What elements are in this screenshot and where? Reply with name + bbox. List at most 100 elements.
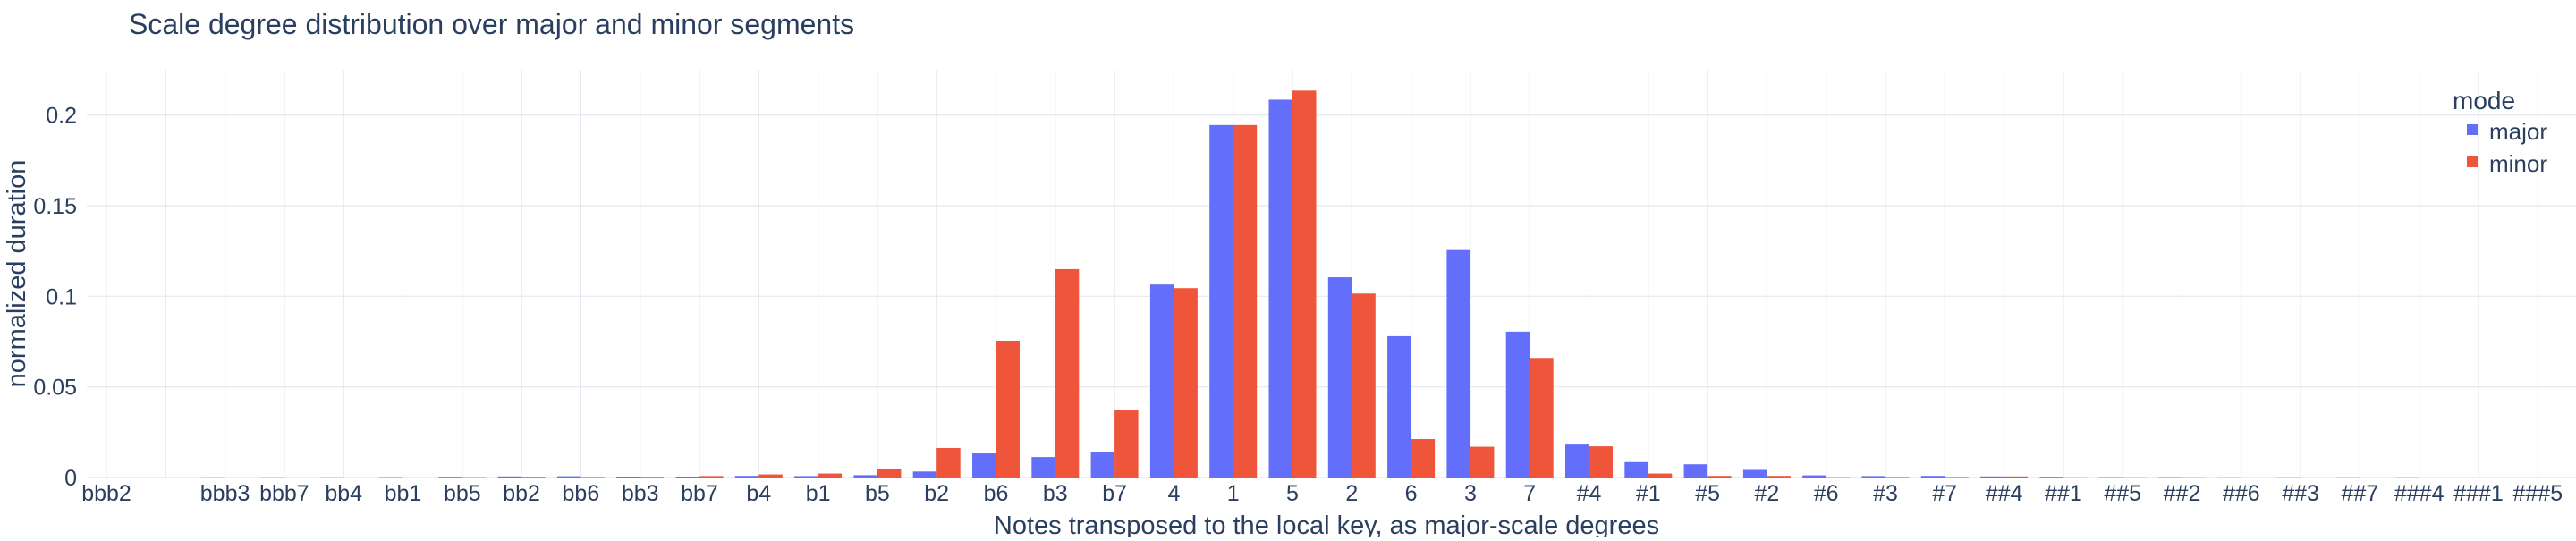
y-tick-label: 0.1 [46,284,77,309]
legend: mode major minor [2453,87,2547,177]
bar-major[interactable] [1268,99,1293,478]
bar-minor[interactable] [1292,90,1317,478]
bar-major[interactable] [616,476,640,478]
bar-minor[interactable] [877,469,902,478]
bar-minor[interactable] [1411,439,1436,478]
x-tick-label: #2 [1754,481,1779,506]
bar-major[interactable] [1387,335,1411,478]
x-tick-label: b1 [806,481,831,506]
bar-major[interactable] [1505,331,1530,478]
x-tick-label: 1 [1227,481,1240,506]
x-tick-label: ##6 [2223,481,2260,506]
bar-minor[interactable] [521,477,546,478]
bar-major[interactable] [1209,124,1233,478]
x-tick-label: bb1 [385,481,422,506]
x-tick-label: ##3 [2282,481,2319,506]
bar-minor[interactable] [996,340,1021,478]
x-tick-label: bb6 [563,481,600,506]
bar-minor[interactable] [1589,446,1614,478]
legend-swatch-major [2467,124,2478,135]
bar-minor[interactable] [1352,293,1376,478]
bar-major[interactable] [1980,476,2004,478]
bar-major[interactable] [794,476,818,478]
x-tick-label: ##7 [2342,481,2379,506]
legend-item-minor[interactable]: minor [2467,150,2547,177]
bar-minor[interactable] [1707,476,1732,478]
legend-label-minor: minor [2489,150,2547,177]
chart-title: Scale degree distribution over major and… [129,8,854,40]
x-tick-label: b5 [865,481,890,506]
bar-major[interactable] [912,471,937,478]
bar-minor[interactable] [1174,288,1198,478]
x-tick-label: 6 [1405,481,1418,506]
x-tick-label: b7 [1102,481,1127,506]
bar-minor[interactable] [699,476,724,478]
legend-label-major: major [2489,118,2547,145]
x-axis-label: Notes transposed to the local key, as ma… [994,511,1659,537]
x-tick-label: 2 [1345,481,1358,506]
bar-major[interactable] [1920,476,1945,478]
bar-major[interactable] [1446,249,1470,478]
bar-major[interactable] [1802,475,1826,478]
x-tick-label: bb4 [325,481,362,506]
bar-major[interactable] [1565,444,1589,478]
x-tick-label: ##1 [2045,481,2082,506]
x-tick-label: bb5 [444,481,481,506]
x-tick-label: #7 [1932,481,1957,506]
x-tick-label: 3 [1464,481,1477,506]
bar-minor[interactable] [1055,268,1080,478]
bar-major[interactable] [1031,457,1055,478]
bar-major[interactable] [1149,284,1174,478]
bar-minor[interactable] [2004,476,2029,478]
bar-minor[interactable] [580,477,605,478]
x-tick-label: ##2 [2164,481,2201,506]
bar-minor[interactable] [1767,476,1791,478]
bar-major[interactable] [556,476,581,478]
bar-minor[interactable] [1470,446,1495,478]
x-tick-label: b6 [984,481,1009,506]
bar-major[interactable] [1327,277,1352,478]
bar-major[interactable] [1090,452,1115,478]
x-tick-label: #3 [1873,481,1898,506]
bar-major[interactable] [972,453,996,478]
bar-layer [201,90,2419,478]
bar-minor[interactable] [936,447,961,478]
bar-major[interactable] [497,476,522,478]
bar-minor[interactable] [1945,477,1969,478]
bar-major[interactable] [2039,477,2063,478]
y-tick-labels: 0 0.05 0.1 0.15 0.2 [33,104,77,491]
bar-major[interactable] [438,477,462,478]
bar-major[interactable] [675,476,700,478]
y-tick-label: 0.05 [33,376,77,401]
legend-title: mode [2453,87,2515,114]
bar-major[interactable] [1861,476,1886,478]
x-tick-label: bbb2 [81,481,131,506]
bar-minor[interactable] [1114,410,1139,478]
bar-minor[interactable] [1885,477,1910,478]
x-tick-label: ###4 [2394,481,2445,506]
bar-major[interactable] [853,475,877,478]
x-tick-label: b3 [1043,481,1068,506]
bar-minor[interactable] [1530,358,1554,478]
bar-major[interactable] [1624,461,1648,478]
bar-minor[interactable] [818,473,843,478]
x-tick-label: 4 [1167,481,1180,506]
x-tick-label: #5 [1695,481,1720,506]
bar-minor[interactable] [758,474,783,478]
y-axis-label: normalized duration [3,160,31,388]
bar-major[interactable] [1683,464,1708,478]
x-tick-label: 7 [1523,481,1536,506]
x-tick-label: bb2 [503,481,540,506]
x-tick-label: b2 [924,481,949,506]
bar-minor[interactable] [1233,124,1258,478]
bar-minor[interactable] [640,477,665,478]
x-tick-label: ##5 [2104,481,2141,506]
bar-major[interactable] [1742,469,1767,478]
bar-minor[interactable] [1648,473,1673,478]
bar-major[interactable] [734,476,759,478]
legend-item-major[interactable]: major [2467,118,2547,145]
x-tick-label: bb7 [681,481,718,506]
x-tick-label: #6 [1814,481,1839,506]
